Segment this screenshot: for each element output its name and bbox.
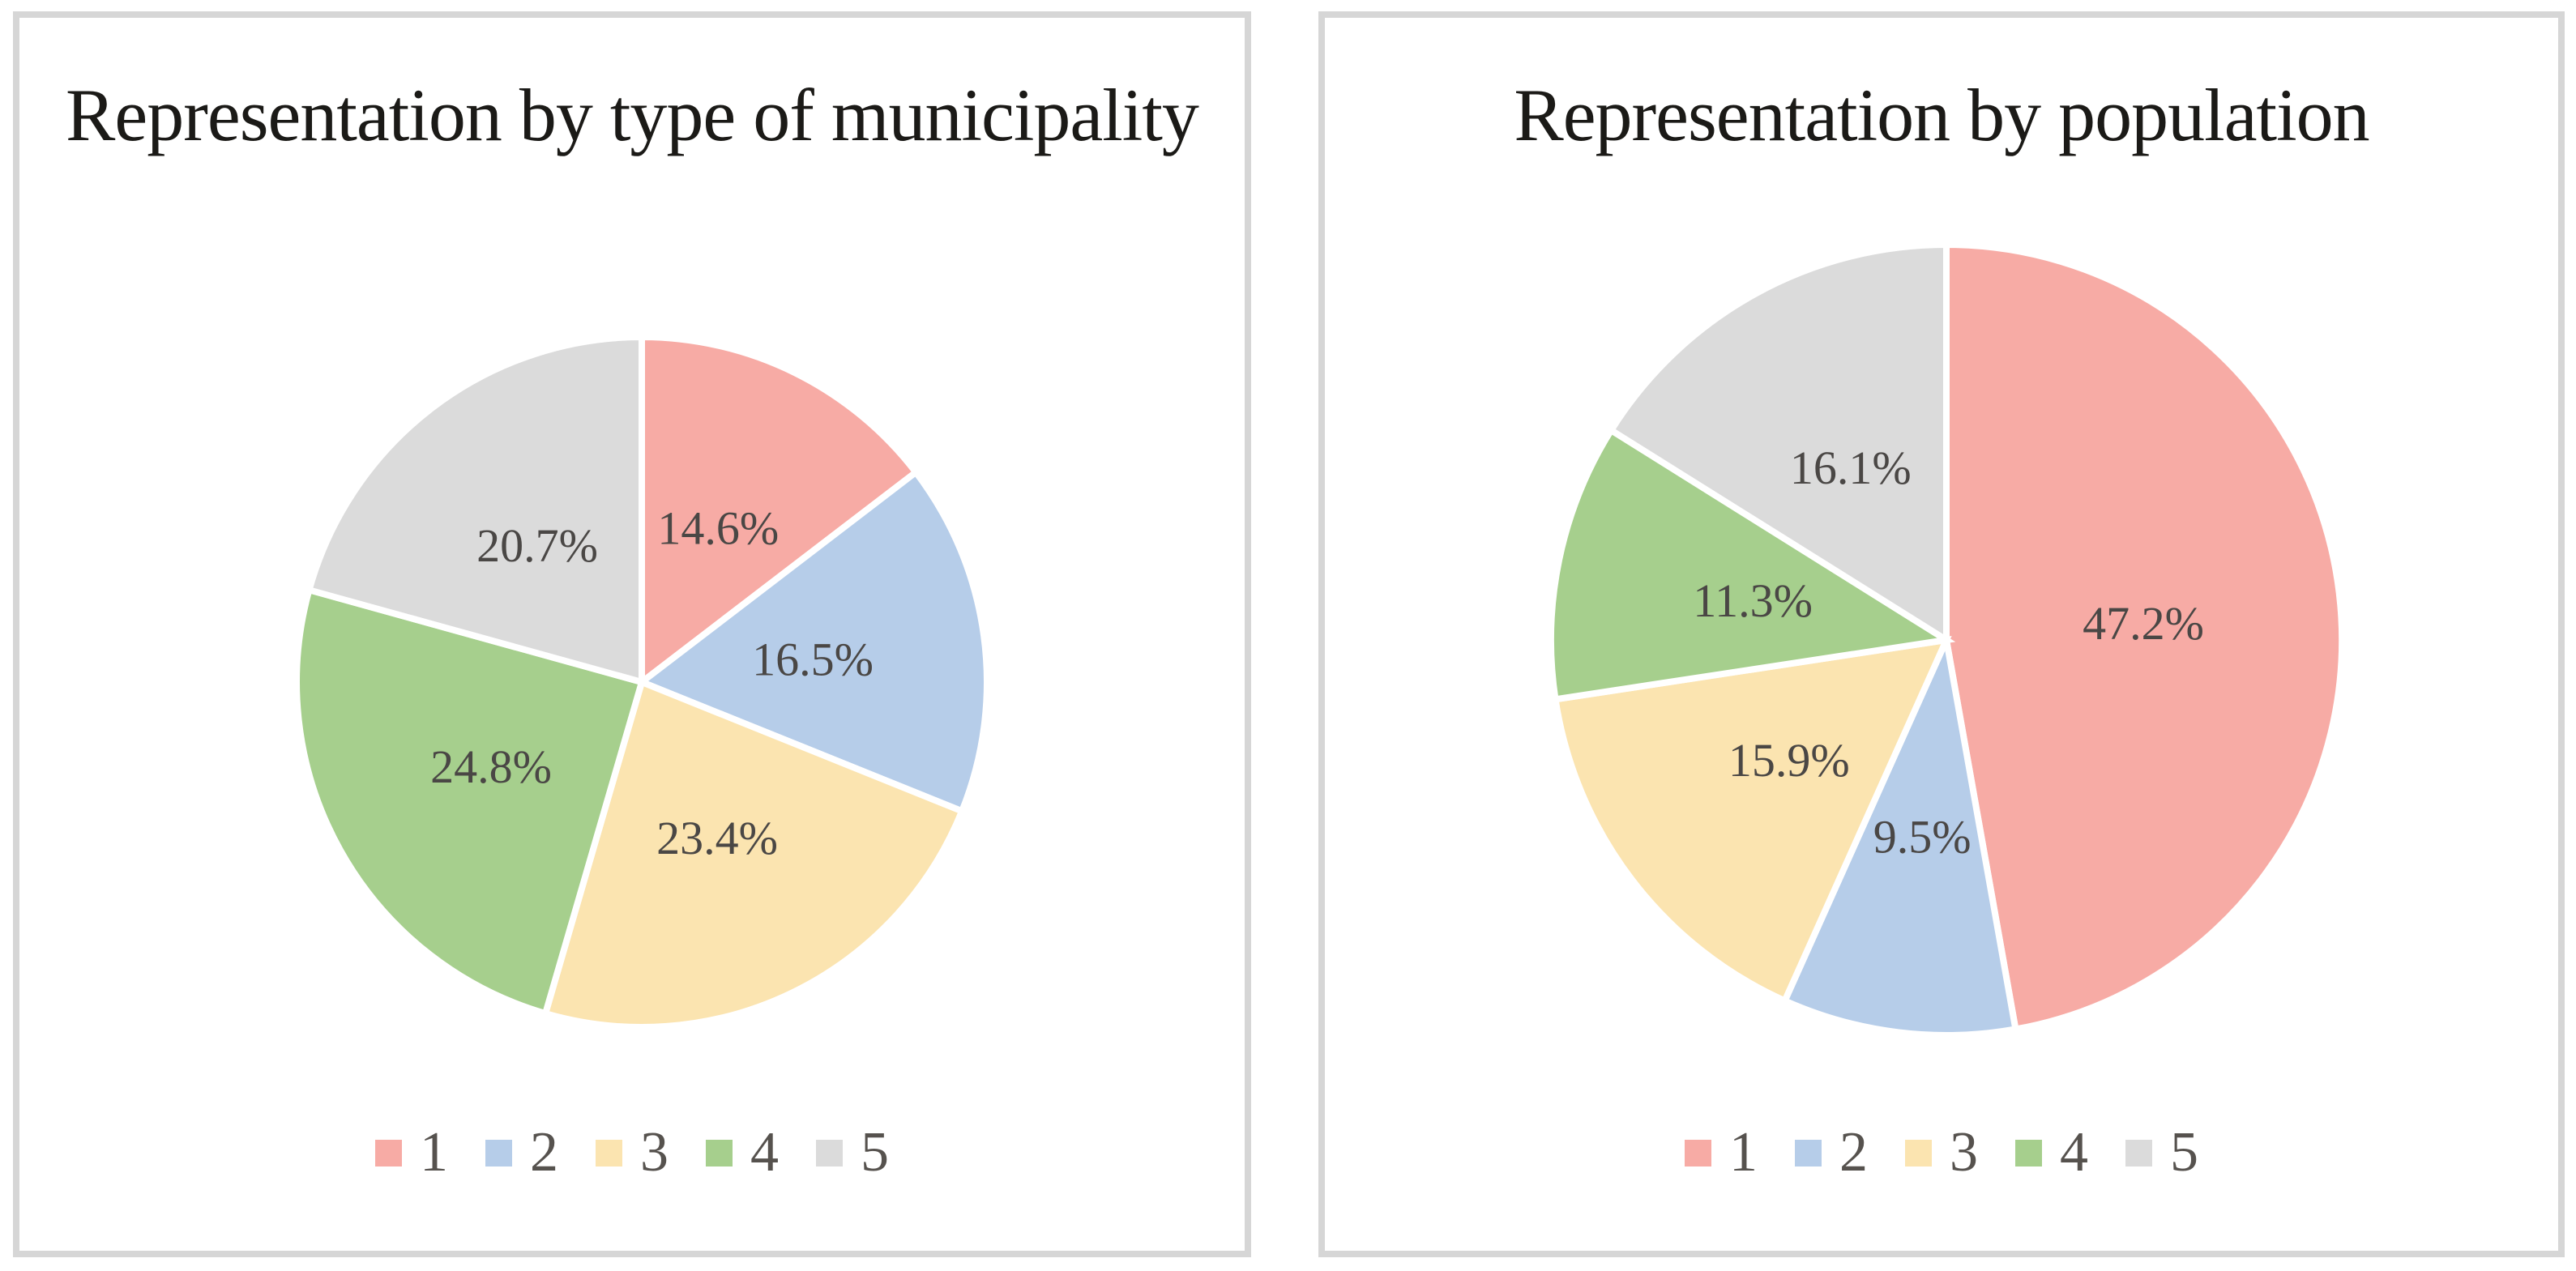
slice-label: 15.9% — [1728, 734, 1850, 787]
pie-slice-3 — [1551, 635, 1952, 1005]
legend-swatch — [1795, 1139, 1822, 1167]
legend-swatch — [816, 1139, 843, 1167]
slice-label: 23.4% — [656, 812, 778, 864]
legend-swatch — [1685, 1139, 1711, 1167]
slice-label: 24.8% — [430, 740, 552, 793]
pie-slice-3 — [541, 677, 967, 1031]
legend-item: 5 — [2125, 1124, 2198, 1181]
legend-label: 1 — [420, 1121, 448, 1184]
pie-chart-municipality: 14.6% 16.5% 23.4% 24.8% 20.7% — [293, 333, 990, 1031]
pie-slice-5 — [305, 333, 645, 687]
legend-item: 2 — [1795, 1124, 1868, 1181]
legend-label: 5 — [861, 1121, 889, 1184]
legend-swatch — [596, 1139, 622, 1167]
legend-swatch — [375, 1139, 402, 1167]
legend-label: 2 — [530, 1121, 558, 1184]
chart-legend: 1 2 3 4 5 — [1325, 1124, 2558, 1181]
slice-label: 16.5% — [752, 633, 874, 686]
legend-label: 4 — [2060, 1121, 2088, 1184]
slice-label: 14.6% — [657, 501, 779, 554]
chart-panel-population: Representation by population 47.2% 9.5% 15… — [1318, 11, 2565, 1257]
pie-slice-4 — [1547, 425, 1956, 703]
legend-item: 5 — [816, 1124, 889, 1181]
slice-label: 16.1% — [1790, 441, 1912, 494]
legend-label: 3 — [1950, 1121, 1978, 1184]
legend-item: 1 — [1685, 1124, 1758, 1181]
legend-item: 2 — [485, 1124, 558, 1181]
pie-slice-2 — [635, 467, 990, 816]
chart-panel-municipality: Representation by type of municipality 1… — [13, 11, 1251, 1257]
slice-label: 20.7% — [476, 519, 598, 572]
chart-title: Representation by type of municipality — [66, 74, 1199, 156]
slice-label: 47.2% — [2083, 597, 2204, 650]
pie-slice-2 — [1780, 629, 2020, 1039]
pie-chart-population: 47.2% 9.5% 15.9% 11.3% 16.1% — [1547, 241, 2346, 1039]
legend-label: 2 — [1839, 1121, 1868, 1184]
legend-swatch — [2015, 1139, 2042, 1167]
legend-item: 1 — [375, 1124, 448, 1181]
legend-label: 4 — [750, 1121, 779, 1184]
chart-title: Representation by population — [1514, 74, 2369, 156]
slice-label: 11.3% — [1693, 574, 1813, 627]
legend-item: 4 — [706, 1124, 779, 1181]
pie-slice-1 — [639, 333, 921, 689]
chart-legend: 1 2 3 4 5 — [19, 1124, 1245, 1181]
legend-swatch — [485, 1139, 512, 1167]
legend-swatch — [706, 1139, 733, 1167]
legend-item: 3 — [596, 1124, 669, 1181]
legend-swatch — [1905, 1139, 1932, 1167]
legend-label: 1 — [1729, 1121, 1758, 1184]
legend-label: 3 — [640, 1121, 669, 1184]
slice-label: 9.5% — [1873, 811, 1972, 864]
pie-slice-4 — [293, 586, 646, 1018]
legend-label: 5 — [2170, 1121, 2198, 1184]
pie-slice-1 — [1943, 241, 2346, 1034]
pie-slice-5 — [1606, 241, 1950, 646]
legend-item: 4 — [2015, 1124, 2088, 1181]
legend-item: 3 — [1905, 1124, 1978, 1181]
legend-swatch — [2125, 1139, 2152, 1167]
